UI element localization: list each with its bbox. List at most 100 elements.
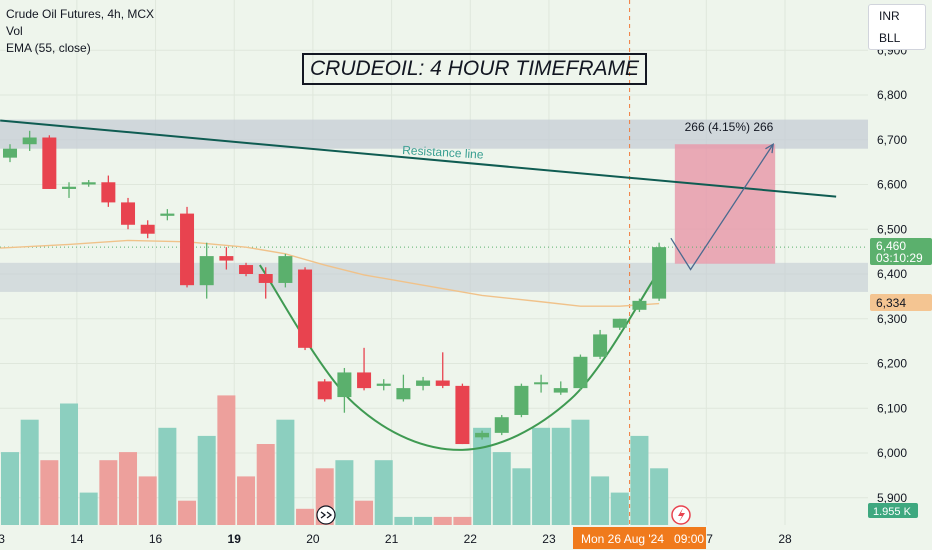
currency-option-inr[interactable]: INR — [879, 9, 900, 23]
resistance-trendline — [0, 119, 837, 198]
volume-bar — [256, 444, 275, 525]
candles — [3, 130, 667, 445]
currency-menu: INR BLL — [868, 4, 926, 50]
volume-bar — [473, 427, 492, 525]
candle-body — [62, 186, 77, 189]
candle-body — [652, 247, 667, 299]
price-tick-label: 6,300 — [877, 312, 907, 326]
volume-bar — [512, 468, 531, 525]
volume-bar — [374, 460, 393, 525]
candle-body — [593, 334, 608, 357]
candle-body — [416, 380, 431, 386]
candle-body — [180, 213, 195, 286]
volume-bar — [492, 452, 511, 525]
volume-bar — [433, 516, 452, 525]
time-tick-label: 19 — [228, 532, 242, 546]
volume-bar — [79, 492, 98, 525]
candle-body — [219, 256, 234, 261]
volume-value-box — [868, 503, 918, 518]
crosshair-date-box — [573, 527, 706, 549]
volume-bar — [237, 476, 256, 525]
ema-legend[interactable]: EMA (55, close) — [6, 41, 91, 55]
time-tick-label: 23 — [542, 532, 556, 546]
time-axis[interactable]: 13141619202122232728 — [0, 532, 792, 546]
price-tick-label: 6,700 — [877, 133, 907, 147]
events-icon[interactable] — [316, 505, 336, 525]
resistance-line-label: Resistance line — [402, 143, 484, 162]
volume-bar — [197, 435, 216, 525]
candle-body — [455, 385, 470, 445]
volume-bar — [40, 460, 59, 525]
volume-bar — [453, 516, 472, 525]
ema-line — [0, 239, 660, 307]
volume-bars — [1, 395, 669, 525]
drawn-lines[interactable] — [0, 0, 868, 525]
last-price-text: 6,460 — [876, 239, 906, 253]
candle-body — [357, 372, 372, 389]
target-layer[interactable] — [674, 144, 776, 264]
volume-bar — [335, 460, 354, 525]
volume-bar — [650, 468, 669, 525]
currency-option-bll[interactable]: BLL — [879, 31, 901, 45]
cup-curve — [258, 264, 658, 451]
candle-body — [534, 382, 549, 385]
volume-bar — [296, 508, 315, 525]
candle-body — [612, 318, 627, 328]
volume-value-text: 1.955 K — [873, 506, 912, 518]
candle-body — [42, 137, 57, 189]
price-tick-label: 6,400 — [877, 267, 907, 281]
candle-body — [494, 417, 509, 433]
candle-body — [573, 356, 588, 389]
candle-body — [199, 256, 214, 286]
volume-bar — [591, 476, 610, 525]
volume-bar — [571, 419, 590, 525]
volume-bar — [1, 452, 19, 525]
candle-body — [632, 300, 647, 310]
time-tick-label: 16 — [149, 532, 163, 546]
projection-path — [670, 143, 774, 271]
candle-body — [435, 380, 450, 386]
candle-body — [298, 269, 313, 348]
candle-body — [278, 256, 293, 283]
candle-body — [101, 182, 116, 203]
volume-legend[interactable]: Vol — [6, 24, 23, 38]
target-label: 266 (4.15%) 266 — [685, 120, 774, 134]
price-tick-label: 6,600 — [877, 178, 907, 192]
candle-body — [160, 213, 175, 216]
volume-bar — [551, 427, 570, 525]
candle-body — [337, 372, 352, 398]
volume-bar — [217, 395, 236, 525]
last-price-box — [870, 238, 932, 265]
volume-bar — [138, 476, 157, 525]
price-tick-label: 6,100 — [877, 401, 907, 415]
candle-body — [22, 137, 37, 145]
time-tick-label: 13 — [0, 532, 5, 546]
price-tick-label: 5,900 — [877, 491, 907, 505]
volume-bar — [355, 500, 374, 525]
candle-body — [239, 265, 254, 274]
volume-bar — [20, 419, 39, 525]
volume-bar — [158, 427, 177, 525]
chart-title-annotation: CRUDEOIL: 4 HOUR TIMEFRAME — [302, 53, 648, 85]
candle-body — [396, 388, 411, 400]
volume-bar — [414, 516, 433, 525]
price-tick-label: 6,800 — [877, 88, 907, 102]
candle-body — [3, 148, 17, 158]
volume-bar — [610, 492, 629, 525]
candle-body — [514, 385, 529, 415]
ema-price-box — [870, 294, 932, 311]
volume-value-tag: 1.955 K — [868, 503, 918, 518]
time-tick-label: 22 — [464, 532, 478, 546]
lightning-icon[interactable] — [671, 505, 691, 525]
volume-bar — [276, 419, 295, 525]
projection-arrowhead — [765, 142, 775, 154]
symbol-title[interactable]: Crude Oil Futures, 4h, MCX — [6, 7, 155, 21]
price-axis[interactable]: 5,900 6,000 6,100 6,200 6,300 6,400 6,500 6,600… — [877, 43, 907, 505]
zones — [0, 119, 868, 292]
time-tick-label: 14 — [70, 532, 84, 546]
price-tick-label: 6,000 — [877, 446, 907, 460]
countdown-text: 03:10:29 — [876, 251, 923, 265]
time-tick-label: 20 — [306, 532, 320, 546]
